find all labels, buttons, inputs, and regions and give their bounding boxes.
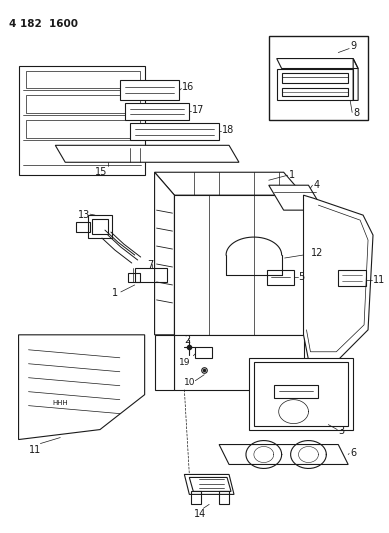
- Text: 5: 5: [298, 272, 305, 282]
- Polygon shape: [174, 195, 303, 335]
- Polygon shape: [130, 123, 219, 140]
- Polygon shape: [19, 335, 145, 440]
- Text: 3: 3: [338, 425, 344, 435]
- Polygon shape: [249, 358, 353, 430]
- Polygon shape: [154, 172, 174, 335]
- Text: 1: 1: [112, 288, 118, 298]
- Text: 8: 8: [353, 108, 359, 118]
- Text: 19: 19: [179, 358, 191, 367]
- Text: 7: 7: [148, 260, 154, 270]
- Polygon shape: [269, 36, 368, 120]
- Text: 2: 2: [184, 335, 191, 345]
- Text: 12: 12: [310, 248, 323, 258]
- Text: 6: 6: [350, 448, 356, 457]
- Polygon shape: [303, 195, 373, 360]
- Text: 10: 10: [184, 378, 196, 387]
- Text: 18: 18: [222, 125, 234, 135]
- Polygon shape: [174, 335, 303, 390]
- Polygon shape: [154, 335, 174, 390]
- Polygon shape: [269, 185, 323, 210]
- Text: 9: 9: [350, 41, 356, 51]
- Polygon shape: [219, 445, 348, 464]
- Text: 1: 1: [289, 170, 295, 180]
- Text: 16: 16: [182, 83, 194, 93]
- Polygon shape: [154, 172, 303, 195]
- Text: 11: 11: [28, 445, 41, 455]
- Polygon shape: [55, 146, 239, 162]
- Text: 13: 13: [78, 210, 90, 220]
- Text: 4: 4: [314, 180, 319, 190]
- Text: 11: 11: [373, 275, 385, 285]
- Polygon shape: [125, 103, 189, 120]
- Polygon shape: [120, 80, 179, 100]
- Polygon shape: [184, 474, 234, 495]
- Text: 15: 15: [95, 167, 107, 177]
- Text: 17: 17: [192, 106, 205, 116]
- Text: 4 182  1600: 4 182 1600: [9, 19, 78, 29]
- Text: HHH: HHH: [53, 400, 68, 406]
- Text: 14: 14: [194, 510, 207, 519]
